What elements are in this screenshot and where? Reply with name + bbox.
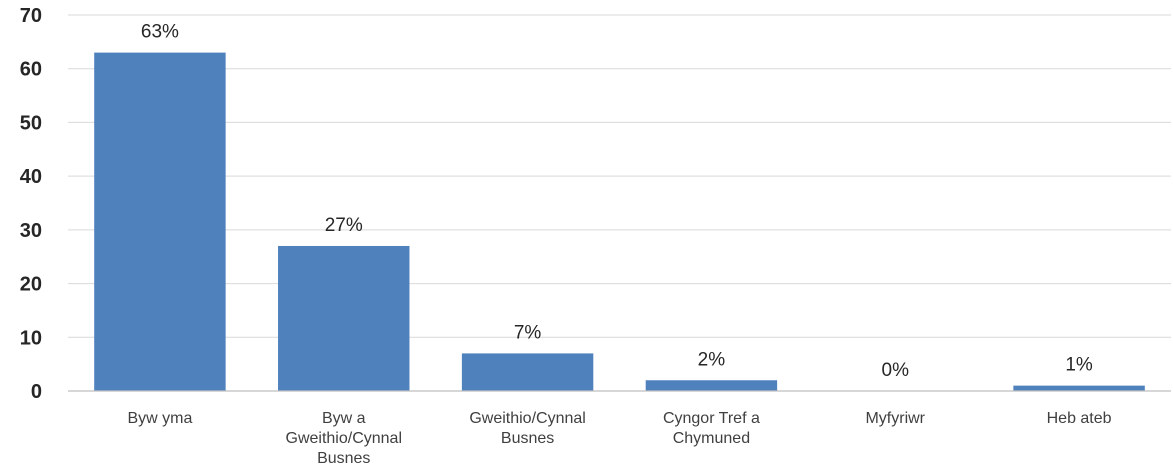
- data-label: 27%: [325, 215, 363, 236]
- bar: [94, 52, 226, 391]
- x-tick-label: Cyngor Tref a Chymuned: [663, 410, 760, 447]
- bars: [94, 52, 1145, 391]
- data-label: 1%: [1065, 355, 1093, 376]
- y-axis-ticks: 0 10 20 30 40 50 60 70: [20, 5, 42, 403]
- data-label: 2%: [698, 349, 726, 370]
- y-tick-label: 70: [20, 5, 42, 27]
- x-tick-label: Byw yma: [127, 410, 192, 427]
- y-tick-label: 50: [20, 112, 42, 134]
- x-tick-label: Heb ateb: [1047, 410, 1112, 427]
- bar: [645, 380, 778, 391]
- y-tick-label: 20: [20, 274, 42, 296]
- y-tick-label: 60: [20, 59, 42, 81]
- data-labels: 63% 27% 7% 2% 0% 1%: [141, 22, 1093, 381]
- bar: [461, 353, 594, 391]
- x-tick-label: Myfyriwr: [865, 410, 925, 427]
- x-axis-ticks: Byw yma Byw a Gweithio/Cynnal Busnes Gweithi…: [127, 410, 1111, 467]
- y-tick-label: 10: [20, 327, 42, 349]
- x-tick-label: Gweithio/Cynnal Busnes: [469, 410, 586, 447]
- y-tick-label: 30: [20, 220, 42, 242]
- gridlines: [68, 14, 1171, 338]
- y-tick-label: 0: [31, 381, 42, 403]
- data-label: 7%: [514, 322, 542, 343]
- bar: [1013, 385, 1145, 391]
- data-label: 63%: [141, 22, 179, 43]
- y-tick-label: 40: [20, 166, 42, 188]
- bar: [278, 245, 410, 391]
- x-tick-label: Byw a Gweithio/Cynnal Busnes: [286, 410, 403, 467]
- data-label: 0%: [882, 360, 910, 381]
